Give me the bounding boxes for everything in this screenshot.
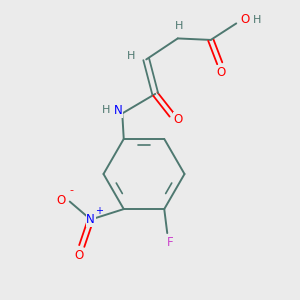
Text: F: F <box>167 236 174 249</box>
Text: +: + <box>95 206 103 217</box>
Text: O: O <box>57 194 66 207</box>
Text: H: H <box>175 21 183 31</box>
Text: O: O <box>74 249 83 262</box>
Text: H: H <box>102 105 110 116</box>
Text: N: N <box>113 104 122 117</box>
Text: -: - <box>69 185 73 195</box>
Text: H: H <box>253 15 261 25</box>
Text: O: O <box>173 113 182 126</box>
Text: H: H <box>127 51 135 62</box>
Text: O: O <box>240 13 249 26</box>
Text: O: O <box>217 66 226 79</box>
Text: N: N <box>86 213 95 226</box>
